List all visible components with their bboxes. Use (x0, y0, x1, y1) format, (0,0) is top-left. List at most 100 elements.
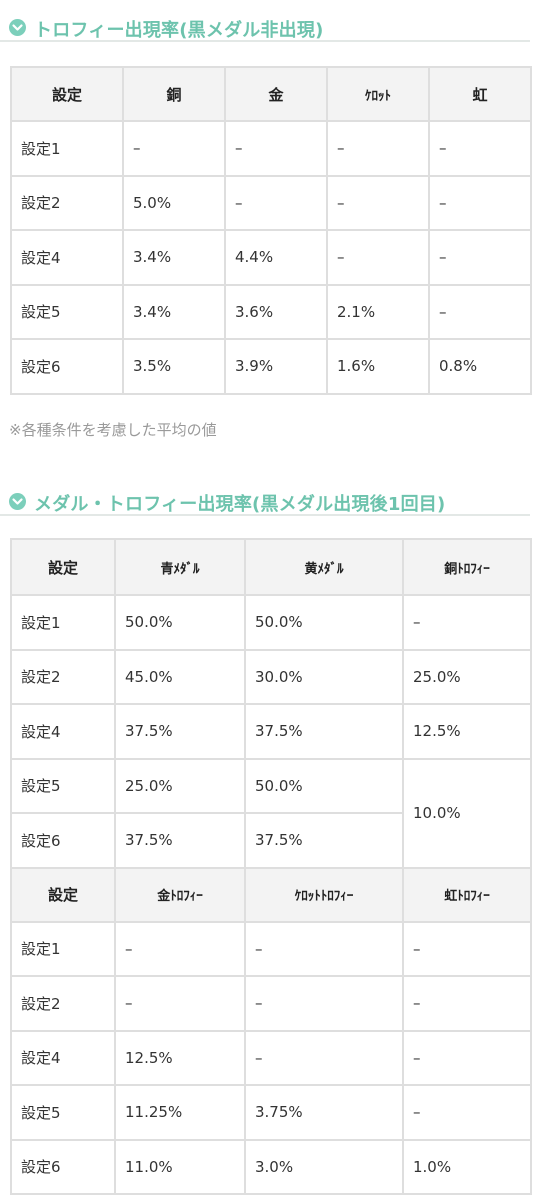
header-cell: 金 (224, 66, 328, 122)
value-cell: – (114, 920, 246, 977)
value-cell: 37.5% (114, 812, 246, 869)
value-cell: – (244, 1029, 404, 1086)
table-row: 設定1 – – – (10, 920, 532, 977)
header-cell: 銅ﾄﾛﾌｨｰ (402, 538, 532, 596)
table-row: 設定2 5.0% – – – (10, 174, 532, 231)
setting-cell: 設定2 (10, 648, 116, 705)
value-cell: – (402, 1084, 532, 1141)
table-row: 設定4 12.5% – – (10, 1029, 532, 1086)
value-cell: – (428, 229, 532, 286)
chevron-down-circle-icon (9, 19, 26, 36)
value-cell: 30.0% (244, 648, 404, 705)
setting-cell: 設定2 (10, 174, 124, 231)
setting-cell: 設定2 (10, 975, 116, 1032)
header-cell: 銅 (122, 66, 226, 122)
value-cell: 1.0% (402, 1138, 532, 1195)
value-cell: 3.0% (244, 1138, 404, 1195)
setting-cell: 設定5 (10, 283, 124, 340)
setting-cell: 設定1 (10, 920, 116, 977)
header-cell: 虹ﾄﾛﾌｨｰ (402, 866, 532, 923)
value-cell: 12.5% (402, 703, 532, 760)
value-cell: 3.6% (224, 283, 328, 340)
value-cell: – (122, 120, 226, 177)
table-row: 設定4 3.4% 4.4% – – (10, 229, 532, 286)
table-row: 設定2 – – – (10, 975, 532, 1032)
value-cell: – (402, 594, 532, 651)
value-cell: 50.0% (114, 594, 246, 651)
header-cell: ｹﾛｯﾄﾄﾛﾌｨｰ (244, 866, 404, 923)
header-cell: ｹﾛｯﾄ (326, 66, 430, 122)
trophy-rate-table: 設定 銅 金 ｹﾛｯﾄ 虹 設定1 – – – – 設定2 5.0% – – –… (10, 66, 532, 395)
chevron-down-circle-icon (9, 493, 26, 510)
setting-cell: 設定1 (10, 120, 124, 177)
section-heading-medal-trophy: メダル・トロフィー出現率(黒メダル出現後1回目) (0, 486, 530, 516)
merged-value-cell: 10.0% (402, 757, 532, 869)
value-cell: 3.4% (122, 229, 226, 286)
setting-cell: 設定4 (10, 229, 124, 286)
setting-cell: 設定4 (10, 703, 116, 760)
section-heading-trophy: トロフィー出現率(黒メダル非出現) (0, 12, 530, 42)
setting-cell: 設定1 (10, 594, 116, 651)
header-cell: 青ﾒﾀﾞﾙ (114, 538, 246, 596)
medal-trophy-rate-table: 設定 青ﾒﾀﾞﾙ 黄ﾒﾀﾞﾙ 銅ﾄﾛﾌｨｰ 設定1 50.0% 50.0% – … (10, 538, 532, 1195)
header-cell: 黄ﾒﾀﾞﾙ (244, 538, 404, 596)
table-header-row: 設定 青ﾒﾀﾞﾙ 黄ﾒﾀﾞﾙ 銅ﾄﾛﾌｨｰ (10, 538, 532, 596)
value-cell: 45.0% (114, 648, 246, 705)
table-header-row: 設定 金ﾄﾛﾌｨｰ ｹﾛｯﾄﾄﾛﾌｨｰ 虹ﾄﾛﾌｨｰ (10, 866, 532, 923)
value-cell: 5.0% (122, 174, 226, 231)
value-cell: 4.4% (224, 229, 328, 286)
setting-cell: 設定6 (10, 338, 124, 395)
value-cell: – (224, 174, 328, 231)
table-row: 設定5 3.4% 3.6% 2.1% – (10, 283, 532, 340)
value-cell: – (244, 920, 404, 977)
setting-cell: 設定6 (10, 1138, 116, 1195)
setting-cell: 設定6 (10, 812, 116, 869)
value-cell: 3.5% (122, 338, 226, 395)
value-cell: – (114, 975, 246, 1032)
value-cell: – (326, 229, 430, 286)
value-cell: 1.6% (326, 338, 430, 395)
value-cell: 37.5% (244, 812, 404, 869)
value-cell: – (428, 120, 532, 177)
value-cell: – (402, 1029, 532, 1086)
header-cell: 設定 (10, 538, 116, 596)
setting-cell: 設定4 (10, 1029, 116, 1086)
table-row: 設定6 11.0% 3.0% 1.0% (10, 1138, 532, 1195)
header-cell: 金ﾄﾛﾌｨｰ (114, 866, 246, 923)
value-cell: 37.5% (244, 703, 404, 760)
value-cell: 3.9% (224, 338, 328, 395)
header-cell: 設定 (10, 66, 124, 122)
setting-cell: 設定5 (10, 757, 116, 814)
value-cell: – (244, 975, 404, 1032)
value-cell: 25.0% (114, 757, 246, 814)
table-row: 設定5 25.0% 50.0% 10.0% (10, 757, 532, 869)
section-title: メダル・トロフィー出現率(黒メダル出現後1回目) (34, 494, 446, 515)
table-row: 設定1 – – – – (10, 120, 532, 177)
table-row: 設定1 50.0% 50.0% – (10, 594, 532, 651)
header-cell: 設定 (10, 866, 116, 923)
value-cell: – (326, 174, 430, 231)
table-row: 設定6 3.5% 3.9% 1.6% 0.8% (10, 338, 532, 395)
table-row: 設定4 37.5% 37.5% 12.5% (10, 703, 532, 760)
value-cell: 11.0% (114, 1138, 246, 1195)
value-cell: 2.1% (326, 283, 430, 340)
setting-cell: 設定5 (10, 1084, 116, 1141)
section-title: トロフィー出現率(黒メダル非出現) (34, 20, 324, 41)
value-cell: 50.0% (244, 594, 404, 651)
table-row: 設定2 45.0% 30.0% 25.0% (10, 648, 532, 705)
value-cell: 3.4% (122, 283, 226, 340)
value-cell: – (402, 975, 532, 1032)
value-cell: 3.75% (244, 1084, 404, 1141)
value-cell: 25.0% (402, 648, 532, 705)
value-cell: – (326, 120, 430, 177)
value-cell: – (428, 174, 532, 231)
value-cell: 12.5% (114, 1029, 246, 1086)
header-cell: 虹 (428, 66, 532, 122)
table-header-row: 設定 銅 金 ｹﾛｯﾄ 虹 (10, 66, 532, 122)
table-row: 設定6 37.5% 37.5% (10, 812, 531, 869)
value-cell: 0.8% (428, 338, 532, 395)
value-cell: 11.25% (114, 1084, 246, 1141)
value-cell: – (428, 283, 532, 340)
value-cell: – (402, 920, 532, 977)
value-cell: 50.0% (244, 757, 404, 814)
